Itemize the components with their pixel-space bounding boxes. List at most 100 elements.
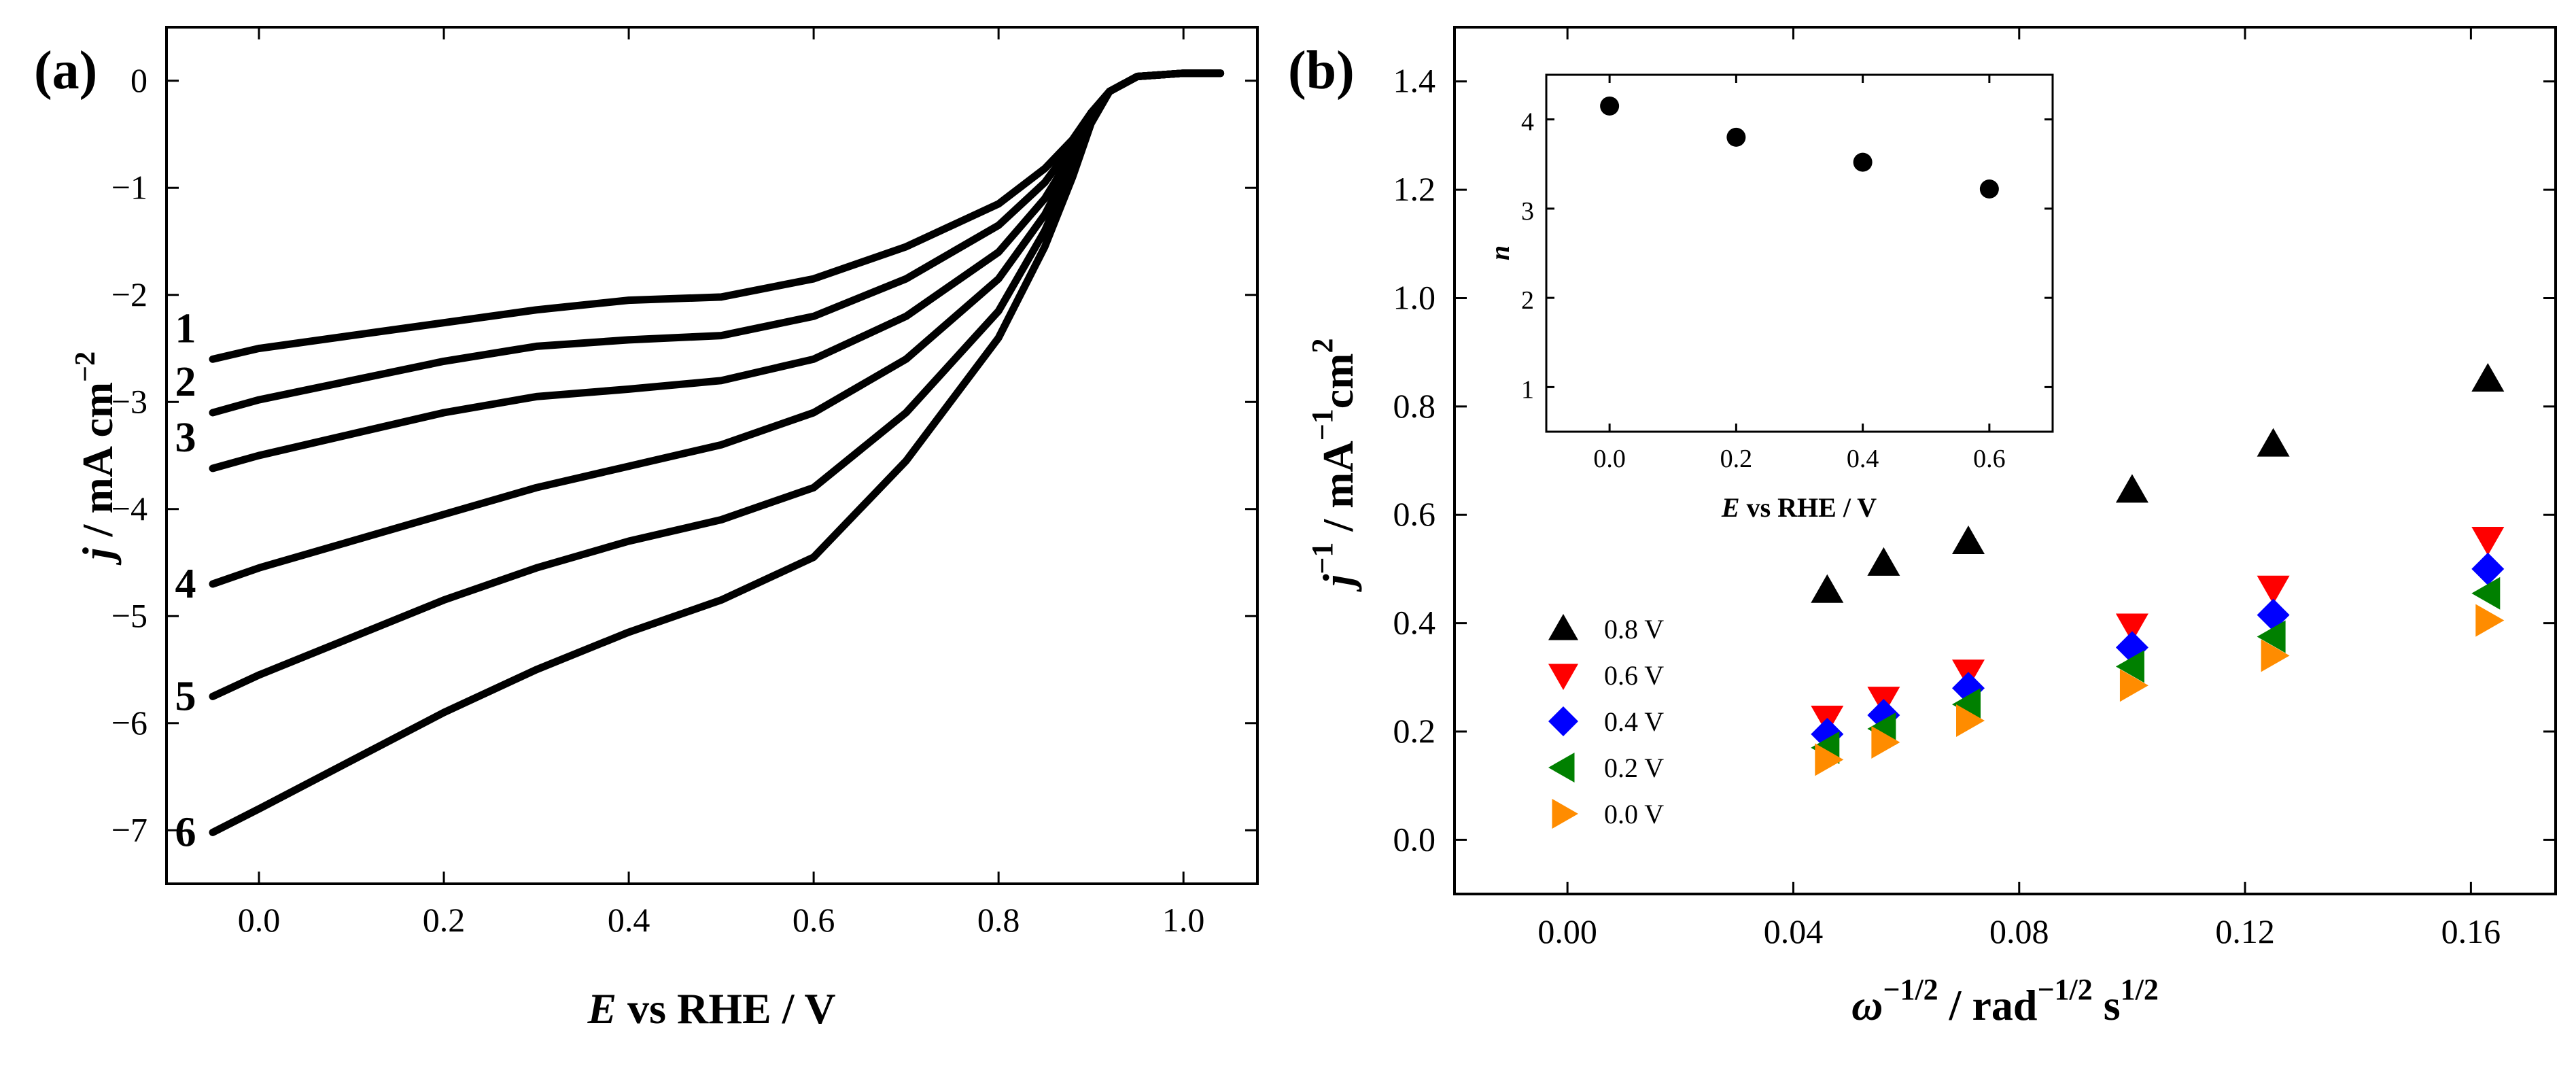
panel-b-y-tick-label: 0.0 xyxy=(1393,820,1436,858)
inset-y-tick-label: 4 xyxy=(1521,108,1534,137)
panel-b-points xyxy=(1811,362,2505,776)
panel-b-x-label-s: s xyxy=(2093,981,2121,1029)
legend-marker-0-0V xyxy=(1552,799,1578,829)
legend-label: 0.4 V xyxy=(1604,706,1664,737)
panel-b-y-label-cm: cm xyxy=(1314,354,1362,409)
panel-b-y-tick-label: 0.6 xyxy=(1393,495,1436,533)
curve-1 xyxy=(209,69,1225,363)
panel-b-inset: 0.0 0.2 0.4 0.6 1 2 3 4 E vs RHE / V n xyxy=(1484,73,2054,523)
point-0-8V xyxy=(2115,474,2148,503)
panel-a-y-tick-label: −3 xyxy=(111,382,147,420)
inset-point xyxy=(1600,96,1620,116)
inset-y-ticks: 1 2 3 4 xyxy=(1521,108,2053,404)
curve-label-3: 3 xyxy=(175,415,196,461)
point-0-2V xyxy=(2471,577,2501,610)
panel-a-x-axis-label: E vs RHE / V xyxy=(587,984,835,1033)
legend-marker-0-2V xyxy=(1548,753,1575,783)
panel-b-x-tick-label: 0.00 xyxy=(1537,912,1597,950)
inset-x-axis-label: E vs RHE / V xyxy=(1721,492,1877,523)
panel-b-y-label-var: j xyxy=(1314,574,1362,592)
panel-b-y-label-sup3: 2 xyxy=(1306,339,1339,354)
inset-x-label-rest: vs RHE / V xyxy=(1740,492,1877,523)
point-0-2V xyxy=(2115,650,2144,683)
legend-marker-0-8V xyxy=(1548,614,1578,640)
panel-a-y-tick-label: −7 xyxy=(111,810,147,848)
panel-a-y-tick-label: −5 xyxy=(111,596,147,634)
panel-a-x-label-var: E xyxy=(587,984,616,1033)
panel-b-y-tick-label: 1.4 xyxy=(1393,62,1436,100)
panel-b-y-label-mid: / mA xyxy=(1314,441,1362,542)
inset-y-axis-label: n xyxy=(1484,245,1515,260)
inset-plot-frame xyxy=(1545,73,2054,433)
point-0-0V xyxy=(2119,669,2148,702)
panel-a-x-ticks: 0.0 0.2 0.4 0.6 0.8 1.0 xyxy=(238,27,1204,939)
legend-label: 0.8 V xyxy=(1604,614,1664,644)
panel-b-x-tick-label: 0.04 xyxy=(1764,912,1824,950)
panel-b: (b) 0.00 0.04 0.08 0.12 0.16 0.00.20.40.60.8… xyxy=(1288,26,2557,1029)
panel-a-y-axis-label: j / mA cm−2 xyxy=(70,351,122,566)
panel-a-y-ticks: 0 −1 −2 −3 −4 −5 −6 −7 xyxy=(111,61,1257,848)
panel-a-x-tick-label: 0.4 xyxy=(608,901,650,939)
inset-y-tick-label: 3 xyxy=(1521,197,1534,226)
panel-b-x-axis-label: ω−1/2 / rad−1/2 s1/2 xyxy=(1851,973,2159,1029)
point-0-6V xyxy=(2257,575,2290,604)
point-0-2V xyxy=(2257,620,2286,653)
point-0-8V xyxy=(2471,362,2505,392)
panel-b-x-label-sup3: 1/2 xyxy=(2121,973,2159,1006)
point-0-2V xyxy=(1952,688,1981,721)
point-0-8V xyxy=(2257,428,2290,457)
panel-b-y-axis-label: j−1 / mA−1cm2 xyxy=(1306,339,1362,593)
panel-b-y-ticks: 0.0 0.2 0.4 0.6 0.8 1.0 1.2 1.4 xyxy=(1393,62,2556,858)
point-0-8V xyxy=(1811,574,1844,603)
panel-a-x-tick-label: 0.2 xyxy=(423,901,466,939)
panel-b-x-tick-label: 0.16 xyxy=(2441,912,2501,950)
inset-points xyxy=(1600,96,1999,199)
panel-b-x-label-mid: / rad xyxy=(1938,981,2038,1029)
curve-label-2: 2 xyxy=(175,359,196,405)
panel-a-y-tick-label: −6 xyxy=(111,704,147,742)
panel-b-x-label-sup1: −1/2 xyxy=(1883,973,1938,1006)
legend-marker-0-6V xyxy=(1548,664,1578,690)
panel-a-y-tick-label: −4 xyxy=(111,489,147,528)
panel-b-x-tick-label: 0.08 xyxy=(1989,912,2049,950)
panel-a: (a) 1 2 3 4 5 6 0.0 0.2 0.4 0.6 0.8 1.0 0 −1 −2 −3 −4 −… xyxy=(34,26,1259,1033)
panel-b-x-ticks: 0.00 0.04 0.08 0.12 0.16 xyxy=(1537,27,2501,950)
panel-a-x-tick-label: 0.6 xyxy=(793,901,835,939)
panel-a-y-tick-label: −2 xyxy=(111,275,147,313)
curve-3 xyxy=(209,69,1225,472)
inset-point xyxy=(1979,179,1999,199)
panel-b-y-tick-label: 0.4 xyxy=(1393,604,1436,642)
panel-a-y-label-var: j xyxy=(73,547,122,566)
curve-label-1: 1 xyxy=(175,305,196,351)
panel-a-plot-frame xyxy=(165,26,1259,885)
panel-a-curve-labels: 1 2 3 4 5 6 xyxy=(175,305,196,855)
curve-label-6: 6 xyxy=(175,809,196,855)
panel-b-y-label-sup2: −1 xyxy=(1306,409,1339,441)
panel-a-curves xyxy=(209,69,1225,836)
point-0-0V xyxy=(1956,704,1985,737)
point-0-0V xyxy=(1871,725,1900,759)
panel-a-x-tick-label: 0.0 xyxy=(238,901,281,939)
point-0-8V xyxy=(1867,547,1900,576)
inset-point xyxy=(1726,127,1746,147)
legend-label: 0.0 V xyxy=(1604,799,1664,829)
point-0-0V xyxy=(2261,639,2290,672)
point-0-0V xyxy=(2475,604,2505,637)
panel-a-y-tick-label: −1 xyxy=(111,168,147,206)
point-0-8V xyxy=(1952,526,1985,555)
point-0-6V xyxy=(2115,613,2148,642)
panel-b-label: (b) xyxy=(1288,41,1355,101)
panel-a-x-label-rest: vs RHE / V xyxy=(616,984,835,1033)
panel-b-legend: 0.8 V 0.6 V 0.4 V 0.2 V 0.0 V xyxy=(1548,614,1664,829)
legend-marker-0-4V xyxy=(1548,706,1578,736)
legend-label: 0.2 V xyxy=(1604,753,1664,783)
panel-b-y-tick-label: 0.2 xyxy=(1393,712,1436,750)
panel-b-y-tick-label: 1.0 xyxy=(1393,278,1436,316)
curve-2 xyxy=(209,69,1225,417)
panel-b-y-tick-label: 0.8 xyxy=(1393,387,1436,425)
panel-a-y-tick-label: 0 xyxy=(130,61,147,99)
point-0-6V xyxy=(2471,527,2505,556)
curve-label-5: 5 xyxy=(175,673,196,719)
inset-x-tick-label: 0.6 xyxy=(1973,445,2006,473)
